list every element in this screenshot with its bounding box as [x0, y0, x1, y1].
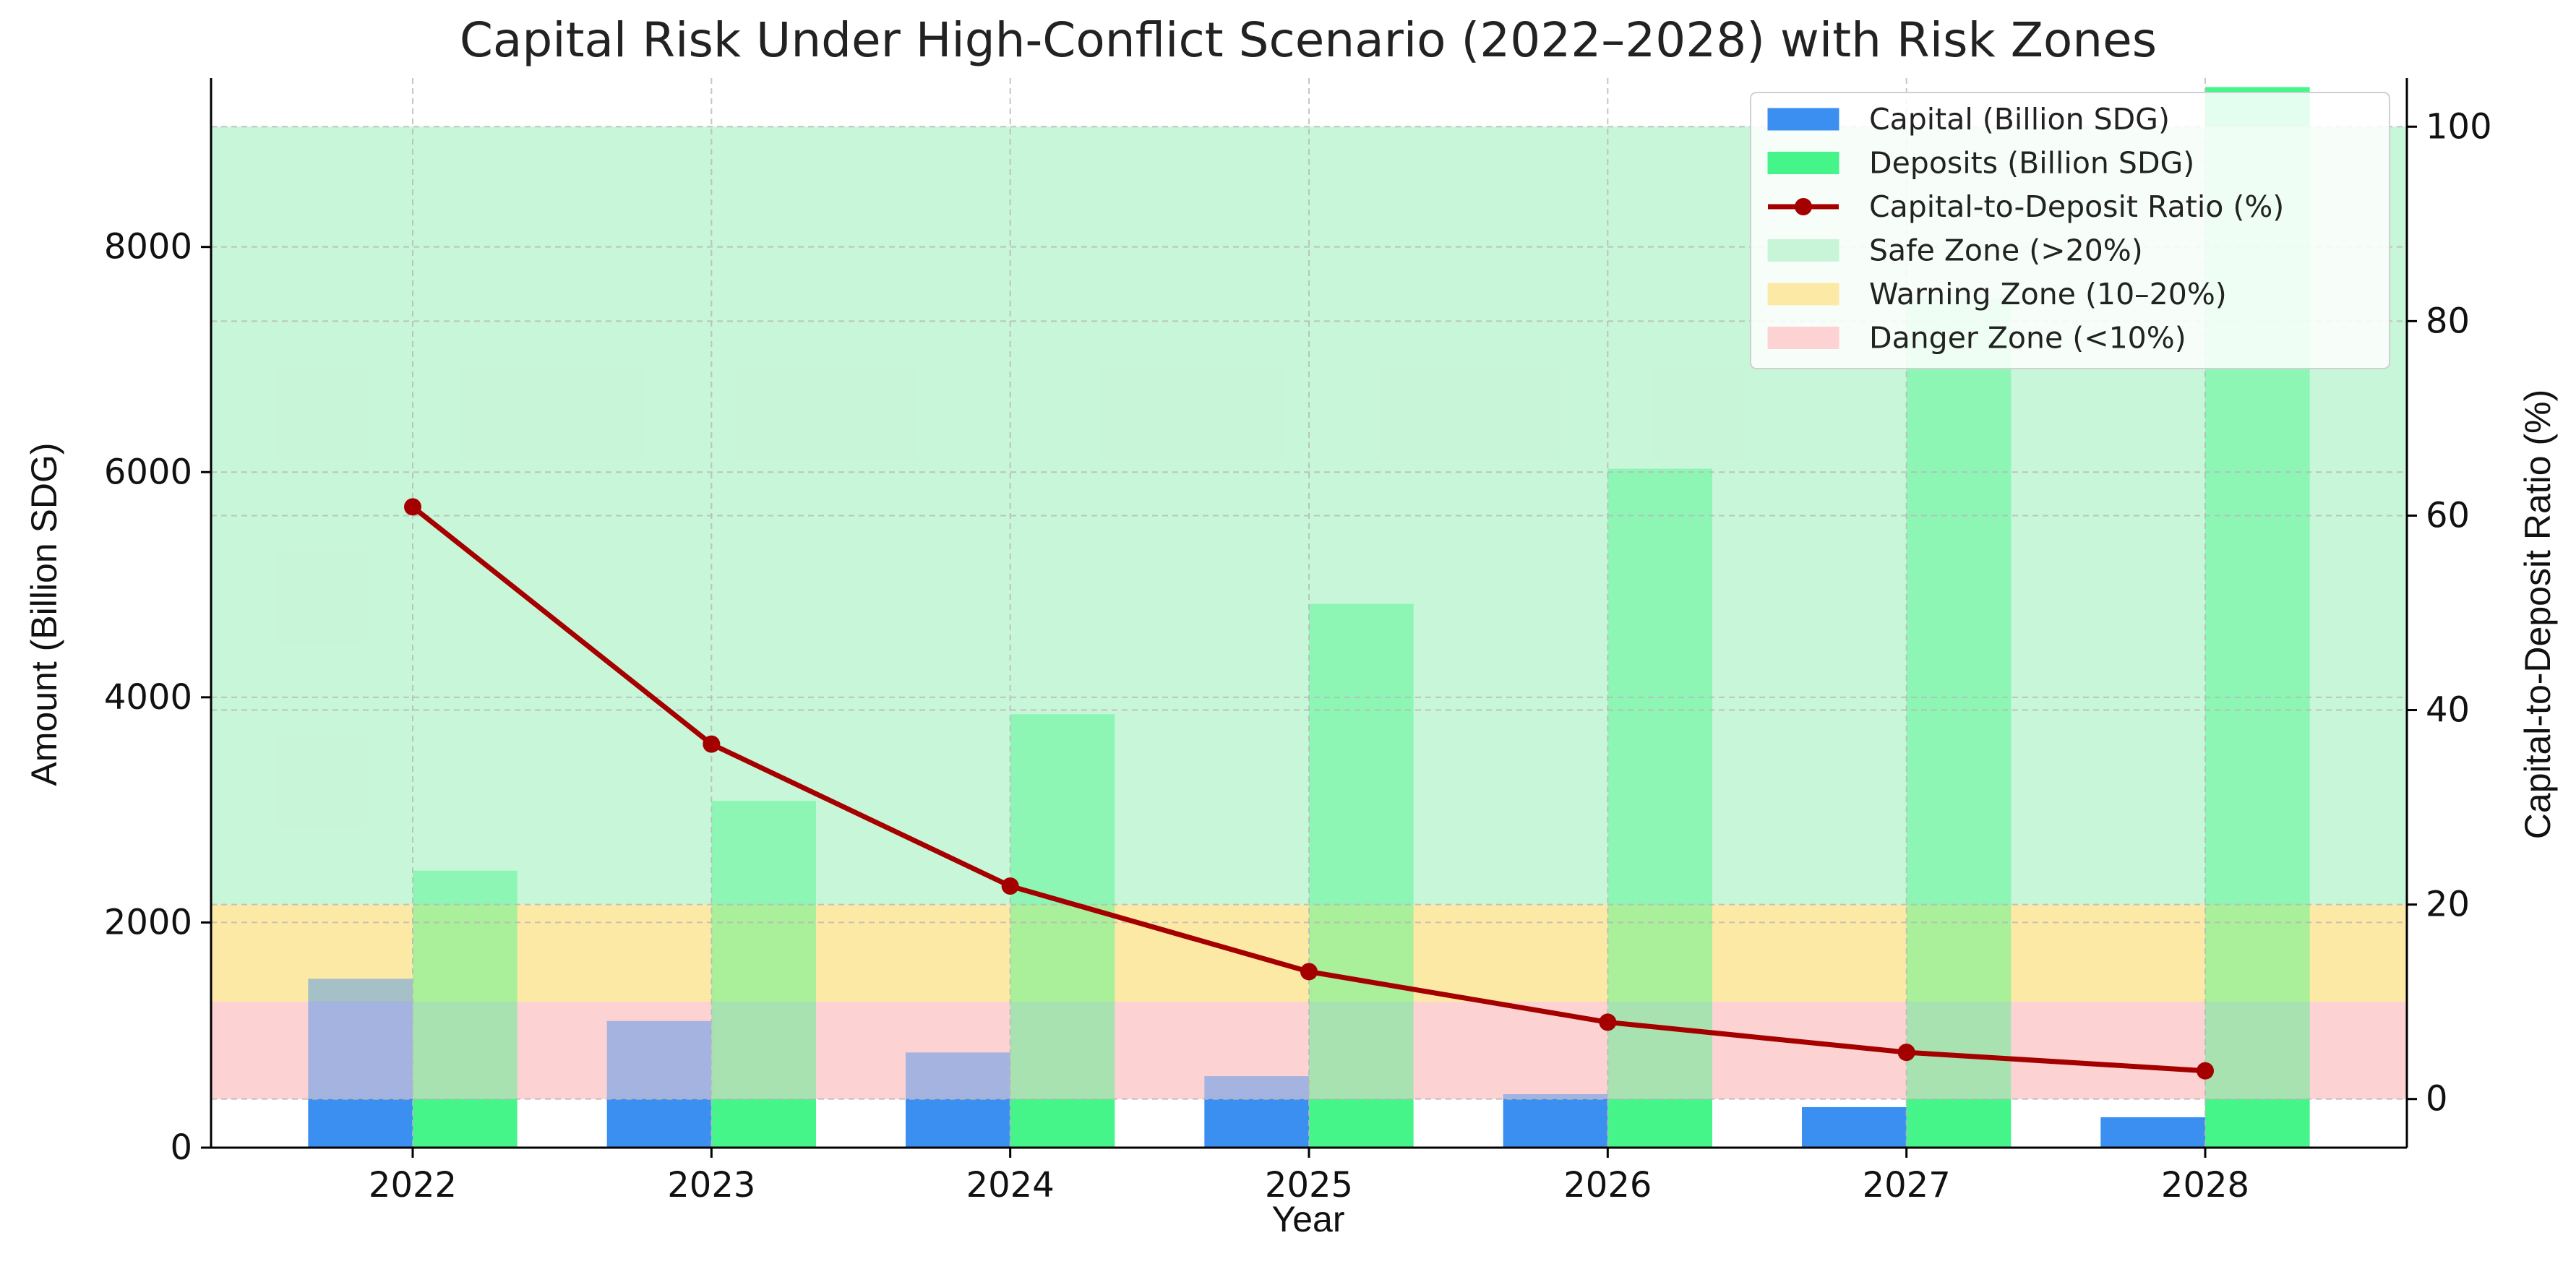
- x-tick-label-2024: 2024: [966, 1165, 1055, 1205]
- legend-label-4: Warning Zone (10–20%): [1869, 277, 2227, 311]
- y2-tick-label-40: 40: [2426, 690, 2470, 731]
- legend-swatch-marker-2: [1795, 198, 1812, 215]
- ratio-point-2023: [703, 735, 721, 753]
- capital-bar-2027: [1802, 1106, 1907, 1148]
- capital-bar-2028: [2100, 1117, 2205, 1148]
- legend-label-2: Capital-to-Deposit Ratio (%): [1869, 189, 2284, 224]
- legend-label-3: Safe Zone (>20%): [1869, 233, 2143, 268]
- y-tick-label-8000: 8000: [104, 227, 192, 267]
- ratio-point-2027: [1897, 1044, 1915, 1062]
- y2-tick-label-60: 60: [2426, 495, 2470, 536]
- ratio-line-group: [404, 498, 2214, 1080]
- ratio-point-2028: [2197, 1062, 2214, 1080]
- legend: Capital (Billion SDG) Deposits (Billion S…: [1750, 92, 2390, 369]
- chart-title: Capital Risk Under High-Conflict Scenari…: [460, 12, 2157, 68]
- x-tick-label-2028: 2028: [2161, 1165, 2249, 1205]
- legend-label-5: Danger Zone (<10%): [1869, 321, 2186, 356]
- ratio-point-2022: [404, 498, 421, 516]
- legend-swatch-4: [1767, 283, 1839, 306]
- y-tick-label-6000: 6000: [104, 452, 192, 492]
- y2-tick-label-20: 20: [2426, 885, 2470, 925]
- x-tick-label-2025: 2025: [1265, 1165, 1353, 1205]
- legend-swatch-5: [1767, 327, 1839, 349]
- ratio-point-2025: [1300, 963, 1318, 981]
- capital-bar-2026: [1503, 1094, 1608, 1148]
- x-tick-label-2027: 2027: [1863, 1165, 1951, 1205]
- y-axis-label: Amount (Billion SDG): [24, 442, 64, 786]
- y2-axis-label: Capital-to-Deposit Ratio (%): [2517, 390, 2558, 839]
- x-axis-label: Year: [1271, 1199, 1344, 1239]
- y2-tick-label-100: 100: [2426, 106, 2492, 147]
- x-tick-label-2026: 2026: [1563, 1165, 1652, 1205]
- legend-swatch-1: [1767, 152, 1839, 174]
- y2-tick-label-0: 0: [2426, 1079, 2448, 1119]
- y-tick-label-0: 0: [170, 1127, 192, 1168]
- y2-tick-label-80: 80: [2426, 301, 2470, 341]
- legend-label-0: Capital (Billion SDG): [1869, 102, 2170, 137]
- ratio-point-2024: [1001, 877, 1019, 895]
- legend-label-1: Deposits (Billion SDG): [1869, 146, 2194, 181]
- legend-swatch-3: [1767, 239, 1839, 262]
- axes: 0 2000 4000 6000 8000 0 20 40 60 80 100 2022 2023 202…: [104, 78, 2492, 1205]
- ratio-point-2026: [1599, 1013, 1617, 1031]
- x-tick-label-2023: 2023: [667, 1165, 755, 1205]
- y-tick-label-4000: 4000: [104, 677, 192, 718]
- legend-swatch-0: [1767, 108, 1839, 131]
- y-tick-label-2000: 2000: [104, 902, 192, 942]
- x-tick-label-2022: 2022: [369, 1165, 457, 1205]
- legend-box: [1750, 92, 2390, 369]
